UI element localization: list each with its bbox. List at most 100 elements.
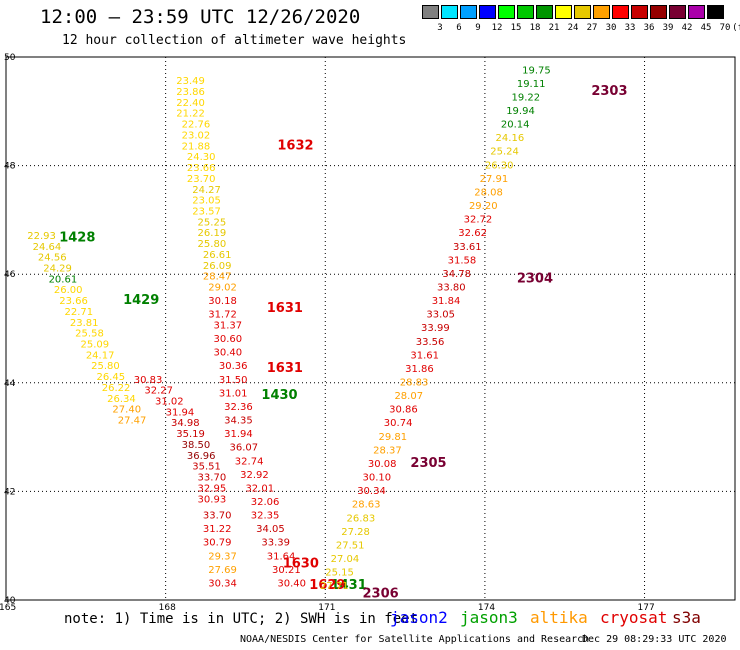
- wave-height-value: 31.01: [219, 388, 248, 399]
- wave-height-value: 26.83: [347, 513, 376, 524]
- pass-time-label: 2303: [591, 84, 627, 99]
- pass-time-label: 1429: [123, 293, 159, 308]
- wave-height-value: 31.94: [224, 429, 253, 440]
- wave-height-value: 30.79: [203, 538, 232, 549]
- wave-height-value: 25.15: [325, 568, 354, 579]
- footer-note: note: 1) Time is in UTC; 2) SWH is in fe…: [64, 611, 419, 627]
- wave-height-value: 19.22: [512, 92, 541, 103]
- wave-height-value: 30.34: [208, 578, 237, 589]
- wave-height-value: 23.81: [70, 318, 99, 329]
- wave-height-value: 32.92: [240, 470, 269, 481]
- wave-height-value: 27.71: [320, 581, 349, 592]
- scale-label: 33: [624, 23, 636, 33]
- wave-height-value: 24.27: [192, 185, 221, 196]
- wave-height-value: 33.05: [426, 310, 455, 321]
- wave-height-value: 38.50: [182, 440, 211, 451]
- wave-height-value: 28.08: [474, 187, 503, 198]
- wave-height-value: 26.09: [203, 261, 232, 272]
- scale-label: 12: [491, 23, 503, 33]
- wave-height-value: 31.58: [448, 255, 477, 266]
- y-tick-label: 46: [4, 270, 16, 280]
- wave-height-value: 31.94: [166, 407, 195, 418]
- y-tick-label: 48: [4, 162, 16, 172]
- scale-label: 9: [475, 23, 481, 33]
- wave-height-value: 24.56: [38, 253, 67, 264]
- scale-swatch: [555, 5, 572, 19]
- credit-text: NOAA/NESDIS Center for Satellite Applica…: [240, 634, 590, 645]
- page-subtitle: 12 hour collection of altimeter wave hei…: [62, 33, 407, 48]
- satellite-cryosat: cryosat: [600, 608, 668, 627]
- scale-unit: (ft): [732, 23, 740, 33]
- wave-height-value: 23.02: [182, 130, 211, 141]
- wave-height-value: 27.47: [118, 416, 147, 427]
- pass-time-label: 1631: [267, 361, 303, 376]
- scale-swatch: [536, 5, 553, 19]
- wave-height-value: 30.83: [134, 375, 163, 386]
- scale-label: 27: [586, 23, 598, 33]
- wave-height-value: 22.40: [176, 98, 205, 109]
- x-tick-label: 168: [159, 603, 176, 613]
- wave-height-value: 26.61: [203, 250, 232, 261]
- wave-height-value: 26.19: [198, 228, 227, 239]
- wave-height-value: 25.09: [80, 340, 109, 351]
- scale-swatch: [612, 5, 629, 19]
- satellite-jason3: jason3: [460, 608, 518, 627]
- pass-time-label: 1428: [59, 231, 95, 246]
- wave-height-value: 32.35: [251, 511, 280, 522]
- wave-height-value: 33.70: [203, 511, 232, 522]
- pass-time-label: 2306: [363, 586, 399, 601]
- scale-swatch: [479, 5, 496, 19]
- pass-time-label: 1631: [267, 301, 303, 316]
- wave-height-value: 19.75: [522, 65, 551, 76]
- wave-height-value: 29.02: [208, 282, 237, 293]
- y-tick-label: 50: [4, 53, 16, 63]
- wave-height-value: 36.07: [229, 443, 258, 454]
- scale-swatch: [688, 5, 705, 19]
- wave-height-value: 23.70: [187, 174, 216, 185]
- pass-time-label: 1430: [261, 388, 297, 403]
- wave-height-value: 29.37: [208, 551, 237, 562]
- wave-height-value: 35.51: [192, 462, 221, 473]
- wave-height-value: 27.51: [336, 540, 365, 551]
- wave-height-value: 22.71: [65, 307, 94, 318]
- wave-height-value: 27.40: [112, 405, 141, 416]
- wave-height-value: 23.66: [59, 296, 88, 307]
- wave-height-value: 31.02: [155, 397, 184, 408]
- wave-height-value: 24.29: [43, 263, 72, 274]
- wave-height-value: 34.78: [442, 269, 471, 280]
- wave-height-value: 34.05: [256, 524, 285, 535]
- scale-label: 3: [437, 23, 443, 33]
- scale-label: 6: [456, 23, 462, 33]
- wave-height-value: 31.22: [203, 524, 232, 535]
- satellite-s3a: s3a: [672, 608, 701, 627]
- wave-height-value: 26.30: [485, 160, 514, 171]
- x-tick-label: 165: [0, 603, 16, 613]
- wave-height-value: 28.83: [400, 378, 429, 389]
- scale-label: 15: [510, 23, 522, 33]
- pass-time-label: 1630: [283, 556, 319, 571]
- wave-height-value: 36.96: [187, 451, 216, 462]
- wave-height-value: 30.93: [198, 494, 227, 505]
- scale-swatch: [517, 5, 534, 19]
- scale-swatch: [707, 5, 724, 19]
- wave-height-value: 23.05: [192, 196, 221, 207]
- wave-height-value: 21.88: [182, 141, 211, 152]
- wave-height-value: 32.74: [235, 456, 264, 467]
- wave-height-value: 33.70: [198, 473, 227, 484]
- wave-height-value: 24.16: [496, 133, 525, 144]
- scale-label: 39: [662, 23, 674, 33]
- scale-swatch: [441, 5, 458, 19]
- wave-height-value: 20.14: [501, 120, 530, 131]
- scale-swatch: [631, 5, 648, 19]
- wave-height-value: 26.45: [96, 372, 125, 383]
- y-tick-label: 44: [4, 379, 16, 389]
- wave-height-value: 33.99: [421, 323, 450, 334]
- pass-time-label: 2304: [517, 271, 553, 286]
- wave-height-value: 31.64: [267, 551, 296, 562]
- wave-height-value: 30.08: [368, 459, 397, 470]
- scale-label: 30: [605, 23, 617, 33]
- scale-swatch: [593, 5, 610, 19]
- wave-height-value: 30.86: [389, 405, 418, 416]
- y-tick-label: 42: [4, 487, 15, 497]
